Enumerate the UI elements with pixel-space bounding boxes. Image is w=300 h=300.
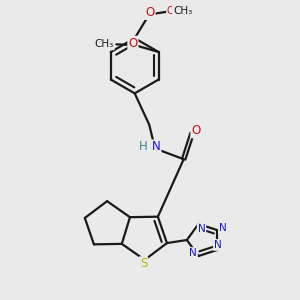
Text: H: H [139,140,148,153]
Text: N: N [189,248,197,258]
Text: N: N [214,240,222,250]
Text: OCH₃: OCH₃ [167,6,193,16]
Text: CH₃: CH₃ [94,39,114,49]
Text: S: S [140,257,147,270]
Text: O: O [146,6,154,19]
Text: N: N [219,223,226,233]
Text: O: O [191,124,201,137]
Text: N: N [152,140,161,153]
Text: CH₃: CH₃ [173,6,192,16]
Text: O: O [128,37,137,50]
Text: N: N [198,224,206,234]
